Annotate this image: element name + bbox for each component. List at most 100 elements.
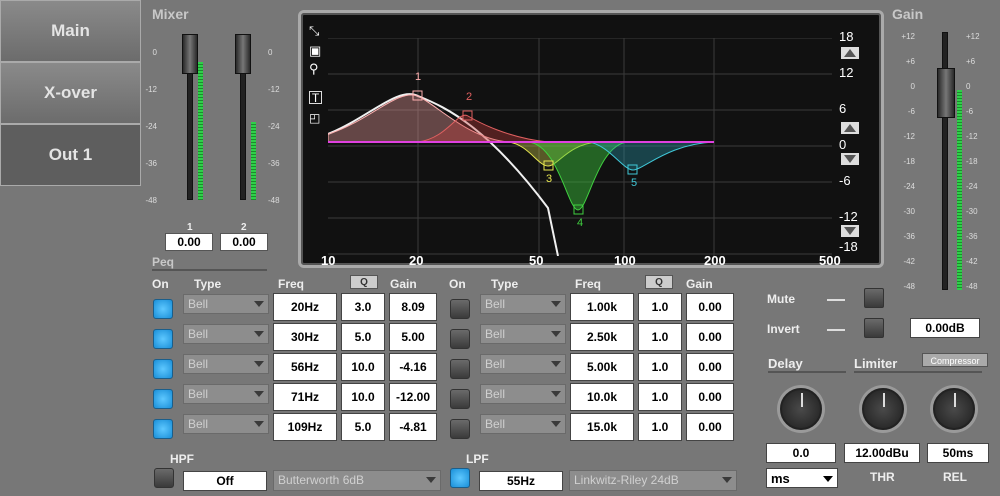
gain-fader[interactable]	[937, 68, 955, 118]
chevron-down-icon	[551, 391, 561, 397]
band-label: 1	[415, 71, 422, 83]
delay-knob[interactable]	[780, 388, 822, 430]
hpf-toggle[interactable]	[154, 468, 174, 488]
peq-band-gain[interactable]: 8.09	[389, 293, 437, 321]
magnifier-icon[interactable]: ⚲	[309, 61, 319, 76]
peq-band-freq[interactable]: 5.00k	[570, 353, 634, 381]
peq-band-q[interactable]: 10.0	[341, 383, 385, 411]
peq-band-gain[interactable]: 0.00	[686, 323, 734, 351]
lpf-freq[interactable]: 55Hz	[479, 471, 563, 491]
range-up-button[interactable]	[841, 47, 859, 59]
chevron-down-icon	[254, 421, 264, 427]
mixer-tick: -36	[268, 159, 280, 168]
peq-band-freq[interactable]: 1.00k	[570, 293, 634, 321]
peq-band-q[interactable]: 5.0	[341, 323, 385, 351]
delay-unit-select[interactable]: ms	[766, 468, 838, 488]
gain-tick: +12	[966, 32, 980, 41]
lpf-toggle[interactable]	[450, 468, 470, 488]
peq-header-q-2[interactable]: Q	[645, 275, 673, 289]
open-file-icon[interactable]: ◰	[309, 111, 321, 125]
peq-band-gain[interactable]: 0.00	[686, 293, 734, 321]
tab-x-over[interactable]: X-over	[0, 62, 141, 124]
mixer-ch1-value[interactable]: 0.00	[165, 233, 213, 251]
peq-band-toggle[interactable]	[450, 419, 470, 439]
gain-value[interactable]: 0.00dB	[910, 318, 980, 338]
peq-band-freq[interactable]: 56Hz	[273, 353, 337, 381]
threshold-label: THR	[870, 470, 895, 484]
zoom-fit-icon[interactable]: ⤡	[309, 23, 320, 38]
peq-band-q[interactable]: 5.0	[341, 413, 385, 441]
peq-band-toggle[interactable]	[450, 389, 470, 409]
peq-band-q[interactable]: 1.0	[638, 323, 682, 351]
peq-band-freq[interactable]: 10.0k	[570, 383, 634, 411]
peq-band-type-select[interactable]: Bell	[183, 384, 269, 404]
arrow-down-icon	[844, 227, 856, 235]
peq-band-toggle[interactable]	[450, 299, 470, 319]
offset-down-button[interactable]	[841, 153, 859, 165]
peq-band-type-select[interactable]: Bell	[183, 294, 269, 314]
threshold-value[interactable]: 12.00dBu	[844, 443, 920, 463]
peq-band-type-select[interactable]: Bell	[480, 294, 566, 314]
hpf-type-select[interactable]: Butterworth 6dB	[273, 470, 441, 491]
peq-band-gain[interactable]: -12.00	[389, 383, 437, 411]
mixer-tick: -48	[145, 196, 157, 205]
release-knob[interactable]	[933, 388, 975, 430]
invert-button[interactable]	[864, 318, 884, 338]
hpf-freq[interactable]: Off	[183, 471, 267, 491]
lpf-type-select[interactable]: Linkwitz-Riley 24dB	[569, 470, 737, 491]
tab-out-1[interactable]: Out 1	[0, 124, 141, 186]
compressor-button[interactable]: Compressor	[922, 353, 988, 367]
peq-band-gain[interactable]: -4.81	[389, 413, 437, 441]
peq-band-q[interactable]: 1.0	[638, 353, 682, 381]
text-icon[interactable]: T	[309, 91, 322, 104]
peq-band-q[interactable]: 1.0	[638, 413, 682, 441]
peq-band-gain[interactable]: 0.00	[686, 383, 734, 411]
peq-band-freq[interactable]: 109Hz	[273, 413, 337, 441]
peq-band-toggle[interactable]	[153, 389, 173, 409]
peq-band-type-select[interactable]: Bell	[480, 414, 566, 434]
peq-band-q[interactable]: 1.0	[638, 383, 682, 411]
peq-band-type-select[interactable]: Bell	[183, 414, 269, 434]
peq-band-type-select[interactable]: Bell	[183, 324, 269, 344]
camera-icon[interactable]: ▣	[309, 43, 322, 58]
offset-up-button[interactable]	[841, 122, 859, 134]
mixer-ch1-fader[interactable]	[182, 34, 198, 74]
peq-band-q[interactable]: 1.0	[638, 293, 682, 321]
peq-band-toggle[interactable]	[153, 299, 173, 319]
peq-band-toggle[interactable]	[450, 329, 470, 349]
peq-band-freq[interactable]: 71Hz	[273, 383, 337, 411]
peq-band-type-select[interactable]: Bell	[480, 384, 566, 404]
range-down-button[interactable]	[841, 225, 859, 237]
peq-band-q[interactable]: 10.0	[341, 353, 385, 381]
mute-button[interactable]	[864, 288, 884, 308]
peq-band-toggle[interactable]	[153, 419, 173, 439]
limiter-title: Limiter	[854, 356, 982, 373]
peq-band-freq[interactable]: 30Hz	[273, 323, 337, 351]
mixer-ch2-fader[interactable]	[235, 34, 251, 74]
peq-band-gain[interactable]: -4.16	[389, 353, 437, 381]
peq-band-freq[interactable]: 20Hz	[273, 293, 337, 321]
peq-header-q[interactable]: Q	[350, 275, 378, 289]
peq-band-toggle[interactable]	[153, 359, 173, 379]
peq-band-toggle[interactable]	[450, 359, 470, 379]
peq-band-q[interactable]: 3.0	[341, 293, 385, 321]
mixer-ch2-value[interactable]: 0.00	[220, 233, 268, 251]
delay-value[interactable]: 0.0	[766, 443, 836, 463]
peq-band-gain[interactable]: 0.00	[686, 353, 734, 381]
peq-band-type-select[interactable]: Bell	[183, 354, 269, 374]
mixer-tick: -24	[268, 122, 280, 131]
arrow-up-icon	[844, 49, 856, 57]
peq-band-type-select[interactable]: Bell	[480, 324, 566, 344]
peq-band-toggle[interactable]	[153, 329, 173, 349]
peq-band-gain[interactable]: 5.00	[389, 323, 437, 351]
threshold-knob[interactable]	[862, 388, 904, 430]
peq-band-freq[interactable]: 15.0k	[570, 413, 634, 441]
release-value[interactable]: 50ms	[927, 443, 989, 463]
tab-main[interactable]: Main	[0, 0, 141, 62]
gain-tick: -36	[903, 232, 915, 241]
mixer-tick: -24	[145, 122, 157, 131]
peq-band-gain[interactable]: 0.00	[686, 413, 734, 441]
peq-band-freq[interactable]: 2.50k	[570, 323, 634, 351]
eq-graph[interactable]: ⤡ ▣ ⚲ T ◰ 1 2 3 4 5 10 20 50 100 200 500…	[298, 10, 884, 268]
peq-band-type-select[interactable]: Bell	[480, 354, 566, 374]
